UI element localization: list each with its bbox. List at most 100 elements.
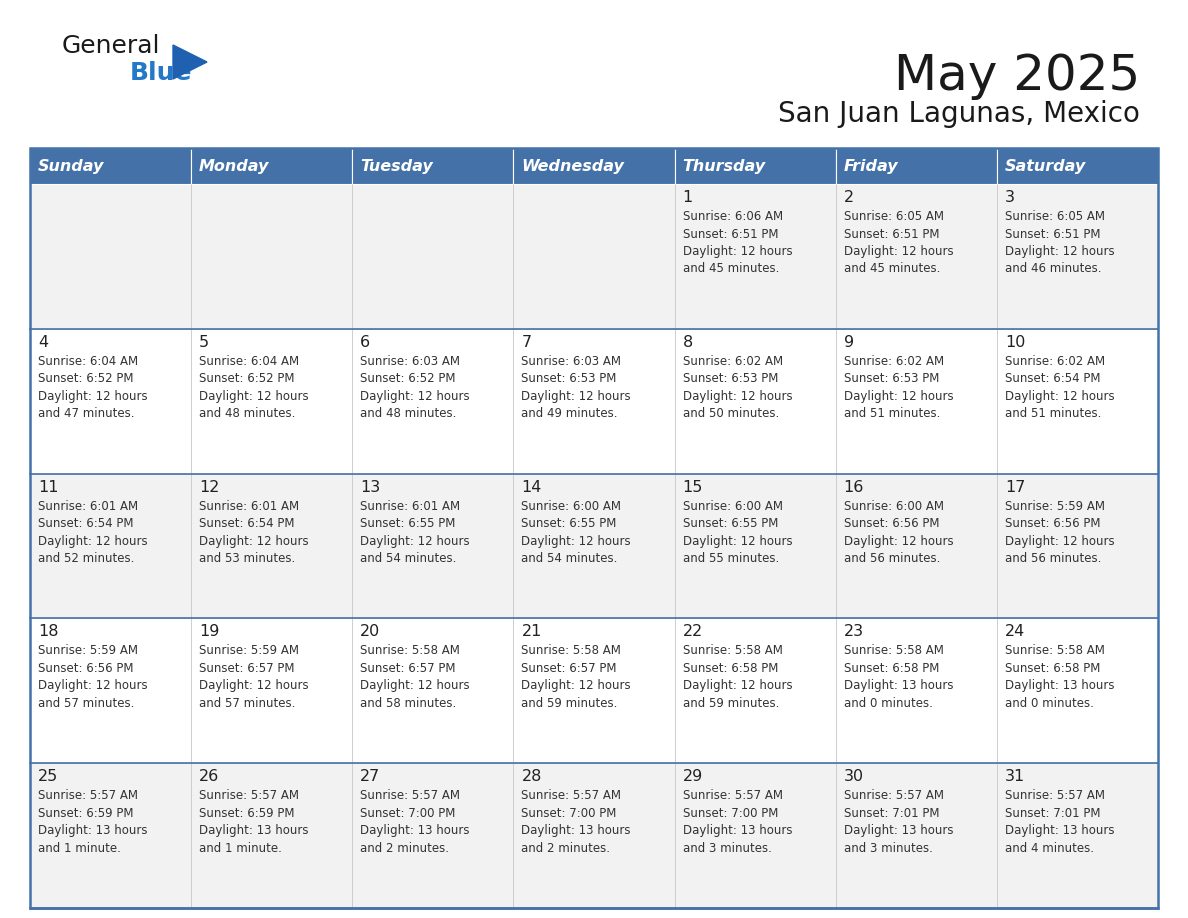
Text: Sunrise: 6:00 AM
Sunset: 6:55 PM
Daylight: 12 hours
and 54 minutes.: Sunrise: 6:00 AM Sunset: 6:55 PM Dayligh…: [522, 499, 631, 565]
Text: 8: 8: [683, 335, 693, 350]
Text: Sunrise: 5:58 AM
Sunset: 6:58 PM
Daylight: 13 hours
and 0 minutes.: Sunrise: 5:58 AM Sunset: 6:58 PM Dayligh…: [1005, 644, 1114, 710]
Text: Sunday: Sunday: [38, 159, 105, 174]
Text: Wednesday: Wednesday: [522, 159, 625, 174]
Text: Sunrise: 5:58 AM
Sunset: 6:58 PM
Daylight: 12 hours
and 59 minutes.: Sunrise: 5:58 AM Sunset: 6:58 PM Dayligh…: [683, 644, 792, 710]
Bar: [997, 474, 1158, 619]
Bar: [191, 184, 353, 329]
Bar: [997, 329, 1158, 474]
Bar: [997, 148, 1158, 184]
Bar: [353, 148, 513, 184]
Text: 2: 2: [843, 190, 854, 205]
Text: Tuesday: Tuesday: [360, 159, 434, 174]
Bar: [675, 329, 835, 474]
Bar: [675, 148, 835, 184]
Text: Sunrise: 5:57 AM
Sunset: 7:00 PM
Daylight: 13 hours
and 3 minutes.: Sunrise: 5:57 AM Sunset: 7:00 PM Dayligh…: [683, 789, 792, 855]
Bar: [191, 619, 353, 763]
Bar: [353, 184, 513, 329]
Bar: [191, 148, 353, 184]
Polygon shape: [173, 45, 207, 79]
Text: Sunrise: 6:03 AM
Sunset: 6:52 PM
Daylight: 12 hours
and 48 minutes.: Sunrise: 6:03 AM Sunset: 6:52 PM Dayligh…: [360, 354, 470, 420]
Text: Thursday: Thursday: [683, 159, 766, 174]
Bar: [513, 763, 675, 908]
Text: Monday: Monday: [200, 159, 270, 174]
Text: 22: 22: [683, 624, 703, 640]
Text: Sunrise: 5:57 AM
Sunset: 7:00 PM
Daylight: 13 hours
and 2 minutes.: Sunrise: 5:57 AM Sunset: 7:00 PM Dayligh…: [522, 789, 631, 855]
Text: 30: 30: [843, 769, 864, 784]
Text: Sunrise: 6:01 AM
Sunset: 6:54 PM
Daylight: 12 hours
and 52 minutes.: Sunrise: 6:01 AM Sunset: 6:54 PM Dayligh…: [38, 499, 147, 565]
Text: Sunrise: 5:57 AM
Sunset: 6:59 PM
Daylight: 13 hours
and 1 minute.: Sunrise: 5:57 AM Sunset: 6:59 PM Dayligh…: [38, 789, 147, 855]
Text: Sunrise: 5:59 AM
Sunset: 6:56 PM
Daylight: 12 hours
and 56 minutes.: Sunrise: 5:59 AM Sunset: 6:56 PM Dayligh…: [1005, 499, 1114, 565]
Bar: [835, 184, 997, 329]
Bar: [30, 474, 191, 619]
Bar: [353, 619, 513, 763]
Text: 17: 17: [1005, 479, 1025, 495]
Text: 13: 13: [360, 479, 380, 495]
Text: 4: 4: [38, 335, 49, 350]
Text: 16: 16: [843, 479, 864, 495]
Text: Sunrise: 6:00 AM
Sunset: 6:55 PM
Daylight: 12 hours
and 55 minutes.: Sunrise: 6:00 AM Sunset: 6:55 PM Dayligh…: [683, 499, 792, 565]
Bar: [513, 619, 675, 763]
Text: Sunrise: 5:59 AM
Sunset: 6:56 PM
Daylight: 12 hours
and 57 minutes.: Sunrise: 5:59 AM Sunset: 6:56 PM Dayligh…: [38, 644, 147, 710]
Bar: [835, 619, 997, 763]
Text: Sunrise: 5:59 AM
Sunset: 6:57 PM
Daylight: 12 hours
and 57 minutes.: Sunrise: 5:59 AM Sunset: 6:57 PM Dayligh…: [200, 644, 309, 710]
Bar: [997, 763, 1158, 908]
Bar: [513, 184, 675, 329]
Text: 11: 11: [38, 479, 58, 495]
Text: 18: 18: [38, 624, 58, 640]
Text: Saturday: Saturday: [1005, 159, 1086, 174]
Bar: [30, 329, 191, 474]
Text: Sunrise: 5:57 AM
Sunset: 7:01 PM
Daylight: 13 hours
and 3 minutes.: Sunrise: 5:57 AM Sunset: 7:01 PM Dayligh…: [843, 789, 953, 855]
Text: Sunrise: 5:57 AM
Sunset: 6:59 PM
Daylight: 13 hours
and 1 minute.: Sunrise: 5:57 AM Sunset: 6:59 PM Dayligh…: [200, 789, 309, 855]
Bar: [675, 763, 835, 908]
Text: Sunrise: 6:04 AM
Sunset: 6:52 PM
Daylight: 12 hours
and 47 minutes.: Sunrise: 6:04 AM Sunset: 6:52 PM Dayligh…: [38, 354, 147, 420]
Bar: [30, 763, 191, 908]
Bar: [835, 148, 997, 184]
Text: 31: 31: [1005, 769, 1025, 784]
Text: Sunrise: 6:05 AM
Sunset: 6:51 PM
Daylight: 12 hours
and 45 minutes.: Sunrise: 6:05 AM Sunset: 6:51 PM Dayligh…: [843, 210, 953, 275]
Text: 14: 14: [522, 479, 542, 495]
Text: 29: 29: [683, 769, 703, 784]
Text: 21: 21: [522, 624, 542, 640]
Bar: [191, 763, 353, 908]
Text: General: General: [62, 34, 160, 58]
Bar: [30, 148, 191, 184]
Bar: [675, 619, 835, 763]
Text: Sunrise: 5:57 AM
Sunset: 7:00 PM
Daylight: 13 hours
and 2 minutes.: Sunrise: 5:57 AM Sunset: 7:00 PM Dayligh…: [360, 789, 469, 855]
Text: 27: 27: [360, 769, 380, 784]
Text: Sunrise: 6:03 AM
Sunset: 6:53 PM
Daylight: 12 hours
and 49 minutes.: Sunrise: 6:03 AM Sunset: 6:53 PM Dayligh…: [522, 354, 631, 420]
Text: 19: 19: [200, 624, 220, 640]
Bar: [675, 184, 835, 329]
Bar: [30, 184, 191, 329]
Text: 25: 25: [38, 769, 58, 784]
Text: Sunrise: 6:02 AM
Sunset: 6:53 PM
Daylight: 12 hours
and 51 minutes.: Sunrise: 6:02 AM Sunset: 6:53 PM Dayligh…: [843, 354, 953, 420]
Text: 10: 10: [1005, 335, 1025, 350]
Bar: [30, 619, 191, 763]
Text: 9: 9: [843, 335, 854, 350]
Text: 1: 1: [683, 190, 693, 205]
Text: 23: 23: [843, 624, 864, 640]
Text: 3: 3: [1005, 190, 1015, 205]
Text: Friday: Friday: [843, 159, 898, 174]
Text: May 2025: May 2025: [893, 52, 1140, 100]
Bar: [353, 474, 513, 619]
Bar: [353, 329, 513, 474]
Text: Sunrise: 5:57 AM
Sunset: 7:01 PM
Daylight: 13 hours
and 4 minutes.: Sunrise: 5:57 AM Sunset: 7:01 PM Dayligh…: [1005, 789, 1114, 855]
Text: Sunrise: 6:06 AM
Sunset: 6:51 PM
Daylight: 12 hours
and 45 minutes.: Sunrise: 6:06 AM Sunset: 6:51 PM Dayligh…: [683, 210, 792, 275]
Bar: [191, 329, 353, 474]
Bar: [997, 619, 1158, 763]
Bar: [513, 329, 675, 474]
Text: 20: 20: [360, 624, 380, 640]
Text: Sunrise: 5:58 AM
Sunset: 6:57 PM
Daylight: 12 hours
and 58 minutes.: Sunrise: 5:58 AM Sunset: 6:57 PM Dayligh…: [360, 644, 470, 710]
Text: Sunrise: 6:02 AM
Sunset: 6:54 PM
Daylight: 12 hours
and 51 minutes.: Sunrise: 6:02 AM Sunset: 6:54 PM Dayligh…: [1005, 354, 1114, 420]
Text: 12: 12: [200, 479, 220, 495]
Text: 26: 26: [200, 769, 220, 784]
Bar: [835, 329, 997, 474]
Text: Sunrise: 6:04 AM
Sunset: 6:52 PM
Daylight: 12 hours
and 48 minutes.: Sunrise: 6:04 AM Sunset: 6:52 PM Dayligh…: [200, 354, 309, 420]
Text: 28: 28: [522, 769, 542, 784]
Text: San Juan Lagunas, Mexico: San Juan Lagunas, Mexico: [778, 100, 1140, 128]
Text: Sunrise: 6:00 AM
Sunset: 6:56 PM
Daylight: 12 hours
and 56 minutes.: Sunrise: 6:00 AM Sunset: 6:56 PM Dayligh…: [843, 499, 953, 565]
Text: 6: 6: [360, 335, 371, 350]
Bar: [835, 474, 997, 619]
Text: 5: 5: [200, 335, 209, 350]
Text: Sunrise: 6:01 AM
Sunset: 6:54 PM
Daylight: 12 hours
and 53 minutes.: Sunrise: 6:01 AM Sunset: 6:54 PM Dayligh…: [200, 499, 309, 565]
